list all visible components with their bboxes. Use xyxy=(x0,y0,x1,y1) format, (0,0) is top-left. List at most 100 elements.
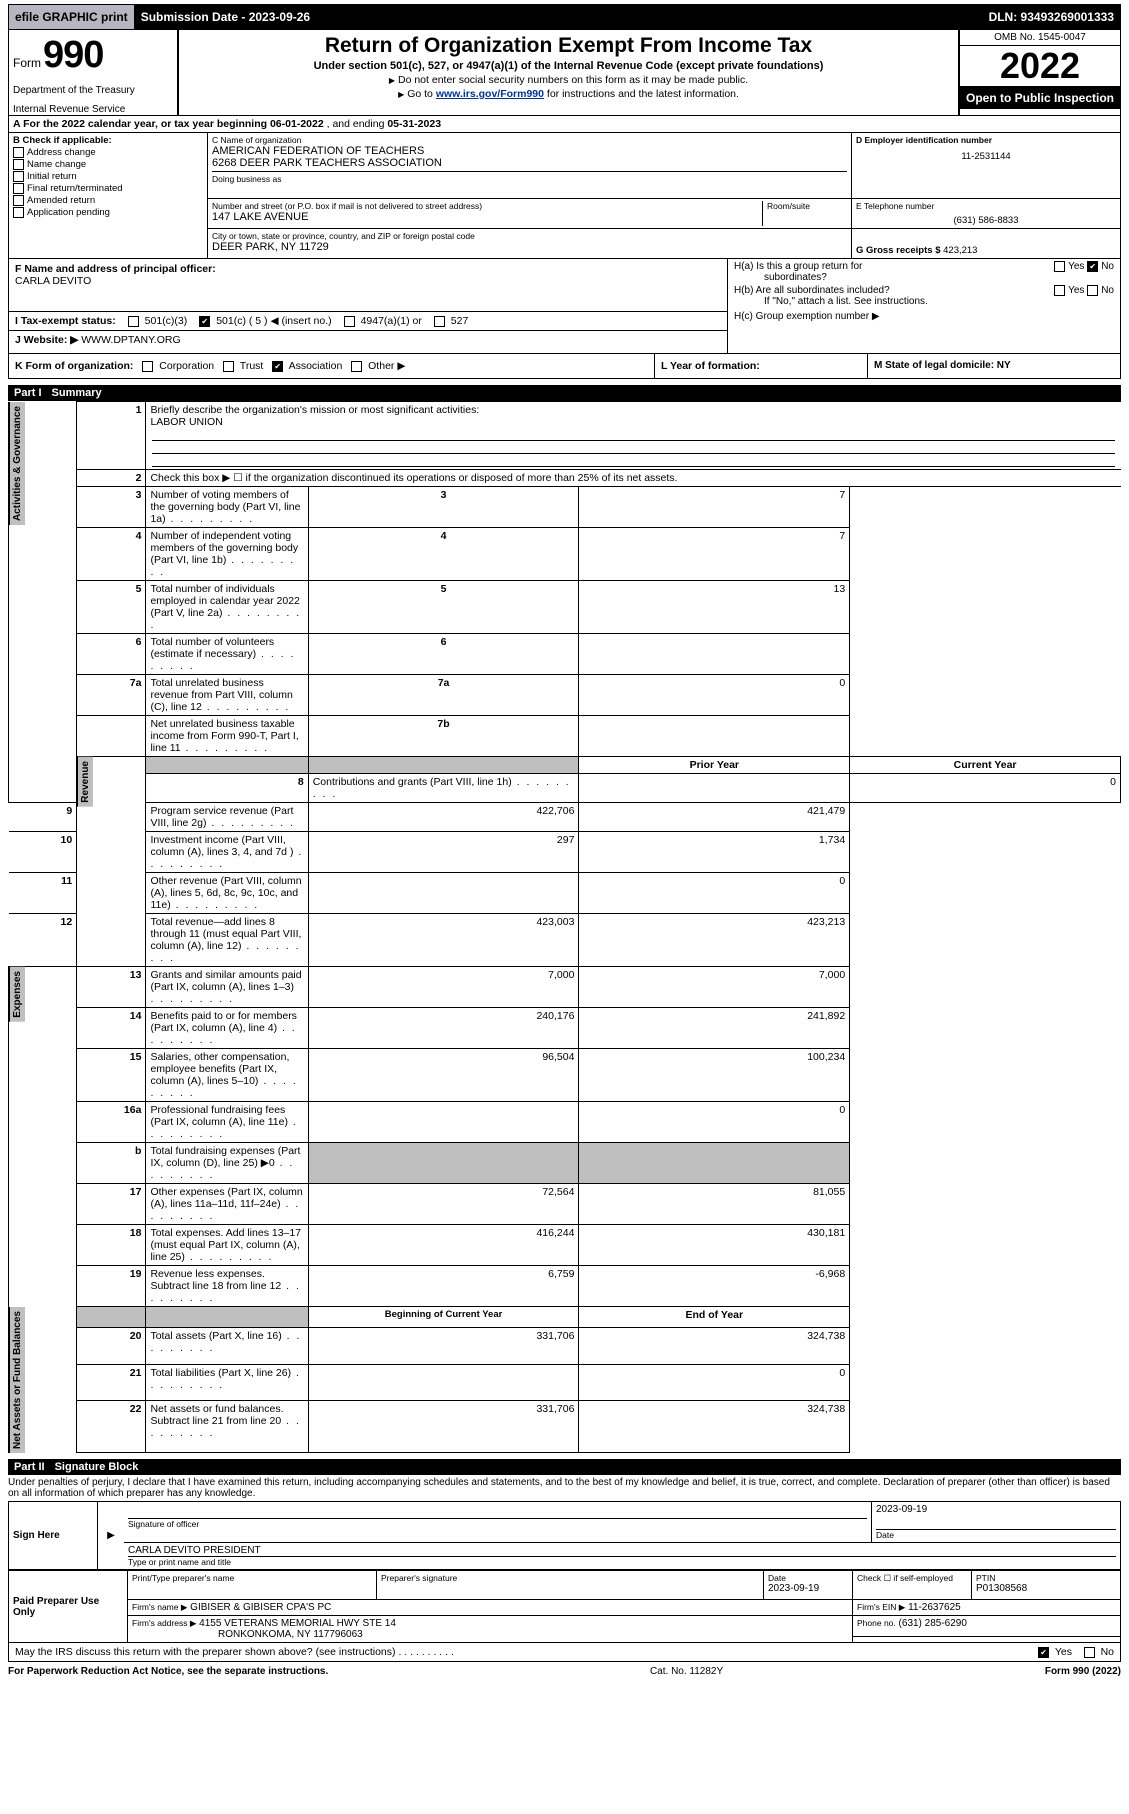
m-label: M State of legal domicile: NY xyxy=(874,360,1011,371)
chk-ha-yes[interactable] xyxy=(1054,261,1068,272)
part-i-table: Activities & Governance 1 Briefly descri… xyxy=(8,401,1121,1453)
block-bcd: B Check if applicable: Address change Na… xyxy=(8,133,1121,259)
chk-4947[interactable] xyxy=(344,315,358,327)
hdr-beg: Beginning of Current Year xyxy=(308,1307,579,1328)
page-footer: For Paperwork Reduction Act Notice, see … xyxy=(8,1666,1121,1677)
lbl-initial-return: Initial return xyxy=(27,171,77,182)
org-name-label: C Name of organization xyxy=(212,135,847,145)
side-revenue: Revenue xyxy=(77,757,93,807)
chk-other[interactable] xyxy=(351,360,365,372)
lbl-other: Other ▶ xyxy=(368,360,405,372)
dept-treasury: Department of the Treasury xyxy=(13,85,173,96)
ptin-label: PTIN xyxy=(976,1573,1116,1583)
lbl-name-change: Name change xyxy=(27,159,86,170)
dln-label: DLN: 93493269001333 xyxy=(983,5,1120,29)
irs-link[interactable]: www.irs.gov/Form990 xyxy=(436,88,544,100)
lbl-amended: Amended return xyxy=(27,195,95,206)
ein-value: 11-2531144 xyxy=(856,151,1116,162)
net-row: 21 Total liabilities (Part X, line 26) 0 xyxy=(9,1364,1121,1401)
chk-amended[interactable] xyxy=(13,195,27,206)
expense-row: 13 Grants and similar amounts paid (Part… xyxy=(9,967,1121,1008)
gov-row: 7a Total unrelated business revenue from… xyxy=(9,675,1121,716)
hc-label: H(c) Group exemption number ▶ xyxy=(734,311,1114,322)
gov-row: 5 Total number of individuals employed i… xyxy=(9,581,1121,634)
phone-value: (631) 285-6290 xyxy=(899,1618,967,1629)
lbl-501c3: 501(c)(3) xyxy=(145,315,188,327)
officer-name: CARLA DEVITO PRESIDENT xyxy=(128,1545,1116,1556)
form-note-1: Do not enter social security numbers on … xyxy=(185,74,952,86)
chk-501c[interactable] xyxy=(199,315,213,327)
lbl-4947: 4947(a)(1) or xyxy=(361,315,422,327)
footer-left: For Paperwork Reduction Act Notice, see … xyxy=(8,1666,328,1677)
chk-corp[interactable] xyxy=(142,360,156,372)
form-number: Form 990 xyxy=(13,34,173,77)
q1-value: LABOR UNION xyxy=(150,416,222,428)
chk-name-change[interactable] xyxy=(13,159,27,170)
col-l: L Year of formation: xyxy=(655,354,868,378)
chk-hb-no[interactable] xyxy=(1087,285,1101,296)
lbl-no: No xyxy=(1101,261,1114,272)
chk-ha-no[interactable] xyxy=(1087,261,1101,272)
city-value: DEER PARK, NY 11729 xyxy=(212,241,847,253)
cell-address: Number and street (or P.O. box if mail i… xyxy=(208,199,852,228)
ptin-value: P01308568 xyxy=(976,1583,1116,1594)
chk-assoc[interactable] xyxy=(272,360,286,372)
chk-irs-no[interactable] xyxy=(1084,1646,1098,1658)
cell-telephone: E Telephone number (631) 586-8833 xyxy=(852,199,1120,228)
efile-print-button[interactable]: efile GRAPHIC print xyxy=(9,5,135,29)
gross-label: G Gross receipts $ xyxy=(856,245,940,256)
gov-row: Net unrelated business taxable income fr… xyxy=(9,716,1121,757)
lbl-yes: Yes xyxy=(1068,261,1084,272)
prep-sig-label: Preparer's signature xyxy=(381,1573,759,1583)
chk-address-change[interactable] xyxy=(13,147,27,158)
l-label: L Year of formation: xyxy=(661,360,760,372)
part-ii-label: Part II xyxy=(14,1461,45,1473)
lbl-yes2: Yes xyxy=(1068,285,1084,296)
part-ii-name: Signature Block xyxy=(55,1461,1115,1473)
i-label: I Tax-exempt status: xyxy=(15,315,116,327)
ha-label: H(a) Is this a group return for xyxy=(734,261,862,272)
lbl-address-change: Address change xyxy=(27,147,96,158)
chk-501c3[interactable] xyxy=(128,315,142,327)
firm-addr-label: Firm's address ▶ xyxy=(132,1618,196,1628)
gov-row: 6 Total number of volunteers (estimate i… xyxy=(9,634,1121,675)
part-ii-bar: Part II Signature Block xyxy=(8,1459,1121,1475)
cell-ein: D Employer identification number 11-2531… xyxy=(852,133,1120,198)
lbl-527: 527 xyxy=(451,315,469,327)
cell-gross: G Gross receipts $ 423,213 xyxy=(852,229,1120,258)
form-note-2: Go to www.irs.gov/Form990 for instructio… xyxy=(185,88,952,100)
chk-app-pending[interactable] xyxy=(13,207,27,218)
chk-527[interactable] xyxy=(434,315,448,327)
j-label: J Website: ▶ xyxy=(15,334,78,346)
lbl-assoc: Association xyxy=(289,360,343,372)
chk-hb-yes[interactable] xyxy=(1054,285,1068,296)
chk-final-return[interactable] xyxy=(13,183,27,194)
expense-row: 18 Total expenses. Add lines 13–17 (must… xyxy=(9,1225,1121,1266)
hdr-curr: Current Year xyxy=(850,757,1121,774)
addr-value: 147 LAKE AVENUE xyxy=(212,211,758,223)
form-word: Form xyxy=(13,56,41,70)
top-bar: efile GRAPHIC print Submission Date - 20… xyxy=(8,4,1121,30)
check-if-label: Check ☐ if self-employed xyxy=(857,1573,967,1584)
perjury-declaration: Under penalties of perjury, I declare th… xyxy=(8,1475,1121,1501)
tel-value: (631) 586-8833 xyxy=(856,215,1116,226)
sig-date-label: Date xyxy=(876,1530,1116,1540)
ha-sub: subordinates? xyxy=(734,272,1114,283)
net-row: 22 Net assets or fund balances. Subtract… xyxy=(9,1401,1121,1453)
chk-trust[interactable] xyxy=(223,360,237,372)
row-a-end: 05-31-2023 xyxy=(387,118,441,130)
submission-date: Submission Date - 2023-09-26 xyxy=(135,5,317,29)
col-h: H(a) Is this a group return for Yes No s… xyxy=(728,259,1120,353)
tel-label: E Telephone number xyxy=(856,201,1116,211)
expense-row: 14 Benefits paid to or for members (Part… xyxy=(9,1008,1121,1049)
chk-irs-yes[interactable] xyxy=(1038,1646,1052,1658)
revenue-row: 10 Investment income (Part VIII, column … xyxy=(9,832,1121,873)
chk-initial-return[interactable] xyxy=(13,171,27,182)
lbl-corp: Corporation xyxy=(159,360,214,372)
expense-row: b Total fundraising expenses (Part IX, c… xyxy=(9,1143,1121,1184)
form-subtitle: Under section 501(c), 527, or 4947(a)(1)… xyxy=(185,60,952,72)
q2-text: Check this box ▶ ☐ if the organization d… xyxy=(146,470,1121,487)
expense-row: 19 Revenue less expenses. Subtract line … xyxy=(9,1266,1121,1307)
col-m: M State of legal domicile: NY xyxy=(868,354,1120,378)
type-name-label: Type or print name and title xyxy=(128,1556,1116,1567)
